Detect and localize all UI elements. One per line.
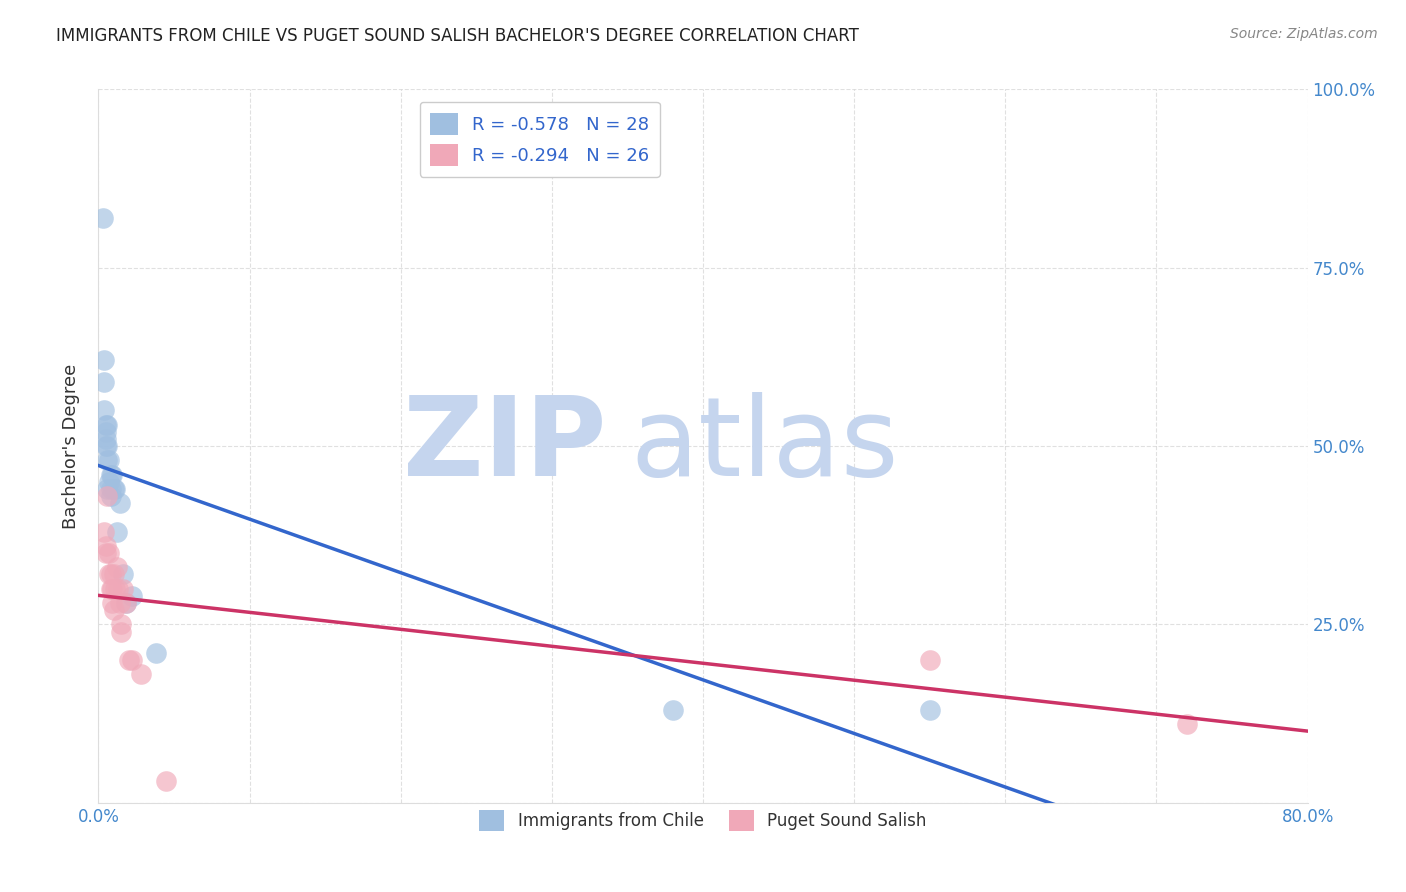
Point <box>114 596 136 610</box>
Text: ZIP: ZIP <box>404 392 606 500</box>
Point <box>93 353 115 368</box>
Point <box>103 482 125 496</box>
Point <box>94 425 117 439</box>
Point <box>101 467 124 482</box>
Point <box>129 667 152 681</box>
Point <box>661 703 683 717</box>
Point <box>100 482 122 496</box>
Point <box>93 524 115 539</box>
Point <box>918 653 941 667</box>
Text: IMMIGRANTS FROM CHILE VS PUGET SOUND SALISH BACHELOR'S DEGREE CORRELATION CHART: IMMIGRANTS FROM CHILE VS PUGET SOUND SAL… <box>56 27 859 45</box>
Point <box>111 582 134 596</box>
Point <box>105 560 128 574</box>
Point <box>918 703 941 717</box>
Point <box>96 482 118 496</box>
Point <box>100 489 122 503</box>
Point <box>110 617 132 632</box>
Point <box>145 646 167 660</box>
Point <box>94 432 117 446</box>
Point <box>96 453 118 467</box>
Legend: Immigrants from Chile, Puget Sound Salish: Immigrants from Chile, Puget Sound Salis… <box>472 804 934 838</box>
Point <box>100 467 122 482</box>
Text: atlas: atlas <box>630 392 898 500</box>
Point <box>103 603 125 617</box>
Point <box>114 596 136 610</box>
Point <box>110 624 132 639</box>
Point <box>98 546 121 560</box>
Point <box>96 489 118 503</box>
Point <box>100 567 122 582</box>
Point <box>111 567 134 582</box>
Point <box>98 453 121 467</box>
Y-axis label: Bachelor's Degree: Bachelor's Degree <box>62 363 80 529</box>
Point <box>107 582 129 596</box>
Point <box>98 567 121 582</box>
Point <box>101 582 124 596</box>
Point <box>94 417 117 432</box>
Point <box>104 582 127 596</box>
Point <box>1175 717 1198 731</box>
Point <box>121 653 143 667</box>
Point <box>98 475 121 489</box>
Point <box>100 582 122 596</box>
Point <box>94 539 117 553</box>
Point <box>93 403 115 417</box>
Text: Source: ZipAtlas.com: Source: ZipAtlas.com <box>1230 27 1378 41</box>
Point <box>108 596 131 610</box>
Point <box>103 567 125 582</box>
Point <box>121 589 143 603</box>
Point <box>96 439 118 453</box>
Point <box>93 375 115 389</box>
Point <box>94 439 117 453</box>
Point <box>96 417 118 432</box>
Point <box>105 524 128 539</box>
Point <box>108 496 131 510</box>
Point <box>155 774 177 789</box>
Point <box>101 596 124 610</box>
Point <box>94 546 117 560</box>
Point <box>91 211 114 225</box>
Point <box>104 482 127 496</box>
Point <box>118 653 141 667</box>
